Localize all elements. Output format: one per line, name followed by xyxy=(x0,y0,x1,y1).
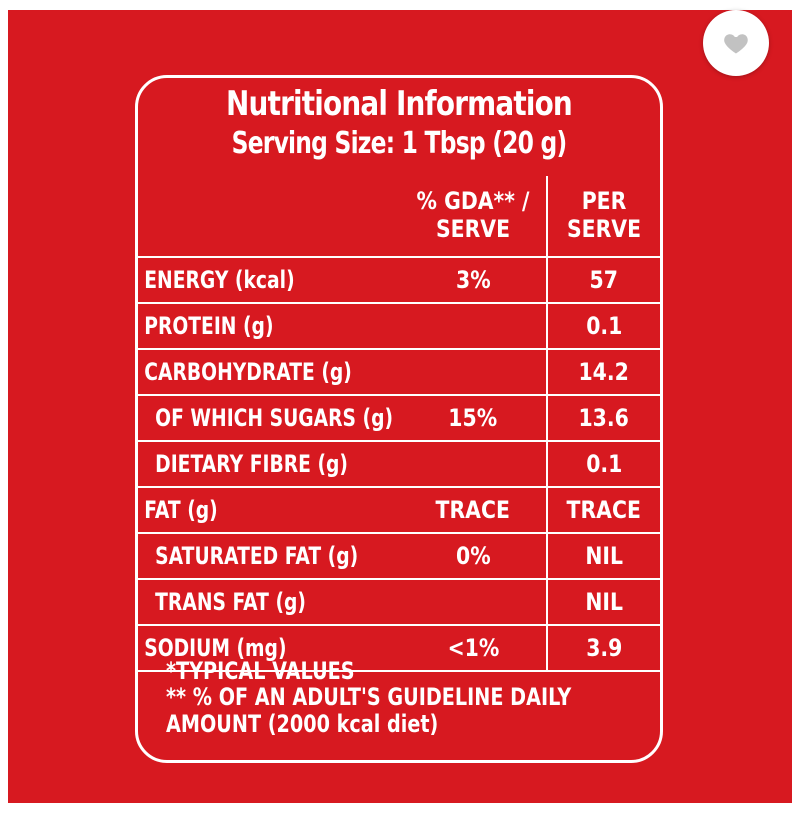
nutrient-name: PROTEIN (g) xyxy=(138,302,400,350)
table-row: SODIUM (mg) <1% 3.9 xyxy=(138,624,660,672)
per-serve-value: 57 xyxy=(546,256,660,304)
per-serve-value: 0.1 xyxy=(546,440,660,488)
footnote-typical-values: *TYPICAL VALUES xyxy=(166,657,355,685)
gda-value xyxy=(400,440,548,488)
gda-value xyxy=(400,302,548,350)
table-row: TRANS FAT (g) NIL xyxy=(138,578,660,626)
footnotes: *TYPICAL VALUES ** % OF AN ADULT'S GUIDE… xyxy=(166,657,656,738)
table-header-row: % GDA** / SERVE PER SERVE xyxy=(138,176,660,258)
wishlist-button[interactable] xyxy=(703,10,769,76)
table-row: PROTEIN (g) 0.1 xyxy=(138,302,660,350)
nutrient-name: SODIUM (mg) xyxy=(138,624,400,672)
gda-value xyxy=(400,578,548,626)
per-serve-value: 3.9 xyxy=(546,624,660,672)
panel-title: Nutritional Information xyxy=(226,84,573,124)
per-serve-value: 0.1 xyxy=(546,302,660,350)
table-row: OF WHICH SUGARS (g) 15% 13.6 xyxy=(138,394,660,442)
table-row: SATURATED FAT (g) 0% NIL xyxy=(138,532,660,580)
table-row: ENERGY (kcal) 3% 57 xyxy=(138,256,660,304)
table-row: FAT (g) TRACE TRACE xyxy=(138,486,660,534)
nutrient-name: OF WHICH SUGARS (g) xyxy=(138,394,400,442)
header-gda: % GDA** / SERVE xyxy=(400,176,548,258)
serving-size: Serving Size: 1 Tbsp (20 g) xyxy=(231,126,567,161)
footnote-gda-amount: AMOUNT (2000 kcal diet) xyxy=(166,709,439,738)
nutrition-panel: Nutritional Information Serving Size: 1 … xyxy=(135,75,663,763)
per-serve-value: NIL xyxy=(546,532,660,580)
nutrient-name: CARBOHYDRATE (g) xyxy=(138,348,400,396)
gda-value: 0% xyxy=(400,532,548,580)
gda-value: 15% xyxy=(400,394,548,442)
header-nutrient xyxy=(138,176,400,258)
per-serve-value: 14.2 xyxy=(546,348,660,396)
nutrient-name: ENERGY (kcal) xyxy=(138,256,400,304)
per-serve-value: 13.6 xyxy=(546,394,660,442)
nutrient-name: FAT (g) xyxy=(138,486,400,534)
nutrition-table: % GDA** / SERVE PER SERVE ENERGY (kcal) 3… xyxy=(138,176,660,672)
gda-value: <1% xyxy=(400,624,548,672)
gda-value xyxy=(400,348,548,396)
nutrient-name: DIETARY FIBRE (g) xyxy=(138,440,400,488)
per-serve-value: TRACE xyxy=(546,486,660,534)
table-row: DIETARY FIBRE (g) 0.1 xyxy=(138,440,660,488)
header-per-serve: PER SERVE xyxy=(546,176,660,258)
footnote-gda-definition: ** % OF AN ADULT'S GUIDELINE DAILY xyxy=(166,683,572,712)
per-serve-value: NIL xyxy=(546,578,660,626)
nutrient-name: SATURATED FAT (g) xyxy=(138,532,400,580)
gda-value: TRACE xyxy=(400,486,548,534)
gda-value: 3% xyxy=(400,256,548,304)
nutrient-name: TRANS FAT (g) xyxy=(138,578,400,626)
heart-icon xyxy=(724,34,748,54)
table-row: CARBOHYDRATE (g) 14.2 xyxy=(138,348,660,396)
